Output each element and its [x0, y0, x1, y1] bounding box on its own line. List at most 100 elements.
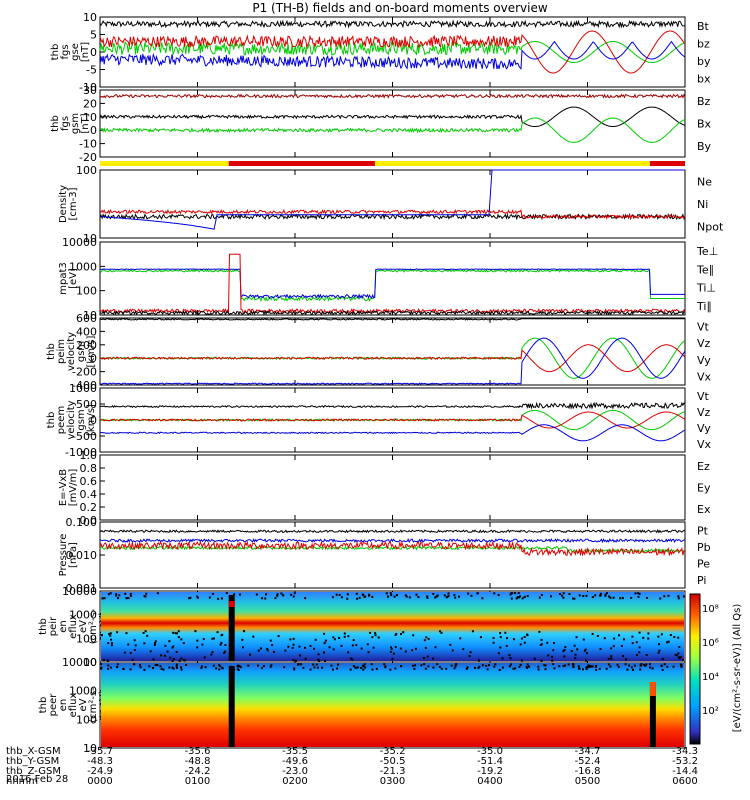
spectrogram-pixel: [103, 597, 106, 600]
spectrogram-pixel: [295, 659, 298, 662]
spectrogram-pixel: [218, 664, 221, 667]
spectrogram-pixel: [103, 659, 106, 662]
legend-entry-Vy: Vy: [697, 422, 711, 435]
spectrogram-pixel: [422, 657, 425, 660]
spectrogram-pixel: [669, 633, 672, 636]
spectrogram-pixel: [236, 665, 239, 668]
spectrogram-pixel: [609, 665, 612, 668]
y-axis-label: [km/s]: [86, 335, 97, 367]
spectrogram-pixel: [612, 645, 615, 648]
legend-entry-Pt: Pt: [697, 524, 709, 537]
spectrogram-pixel: [651, 667, 654, 670]
spectrogram-pixel: [321, 666, 324, 669]
spectrogram-pixel: [292, 595, 295, 598]
spectrogram-pixel: [392, 652, 395, 655]
spectrogram-pixel: [667, 640, 670, 643]
spectrogram-pixel: [356, 666, 359, 669]
spectrogram-pixel: [527, 665, 530, 668]
spectrogram-pixel: [562, 596, 565, 599]
spectrogram-pixel: [538, 596, 541, 599]
legend-entry-Ti∥: Ti∥: [696, 300, 712, 313]
spectrogram-pixel: [680, 664, 683, 667]
spectrogram-pixel: [153, 643, 156, 646]
spectrogram-pixel: [224, 644, 227, 647]
spectrogram-pixel: [118, 594, 121, 597]
spectrogram-pixel: [363, 663, 366, 666]
ephemeris-row-label: thb_Z-GSM: [6, 766, 61, 777]
spectrogram-pixel: [604, 594, 607, 597]
spectrogram-pixel: [340, 596, 343, 599]
spectrogram-pixel: [477, 667, 480, 670]
spectrogram-pixel: [575, 636, 578, 639]
spectrogram-pixel: [633, 664, 636, 667]
spectrogram-pixel: [638, 592, 641, 595]
spectrogram-pixel: [355, 592, 358, 595]
y-axis-label: [nT]: [80, 113, 91, 133]
spectrogram-pixel: [216, 631, 219, 634]
spectrogram-pixel: [394, 634, 397, 637]
spectrogram-pixel: [621, 654, 624, 657]
spectrogram-pixel: [144, 630, 147, 633]
spectrogram-pixel: [160, 667, 163, 670]
spectrogram-pixel: [346, 597, 349, 600]
spectrogram-pixel: [154, 640, 157, 643]
spectrogram-pixel: [361, 664, 364, 667]
legend-entry-Pe: Pe: [697, 557, 710, 570]
spectrogram-pixel: [631, 635, 634, 638]
y-tick-label: 1.0: [80, 449, 98, 462]
spectrogram-pixel: [423, 663, 426, 666]
spectrogram-pixel: [371, 668, 374, 671]
spectrogram-pixel: [486, 668, 489, 671]
spectrogram-pixel: [533, 657, 536, 660]
series-line-Bz: [99, 93, 686, 99]
spectrogram-pixel: [499, 646, 502, 649]
spectrogram-pixel: [459, 637, 462, 640]
spectrogram-pixel: [667, 594, 670, 597]
spectrogram-pixel: [265, 593, 268, 596]
ephemeris-value: -35.2: [380, 746, 406, 757]
spectrogram-pixel: [127, 597, 130, 600]
spectrogram-pixel: [389, 650, 392, 653]
spectrogram-pixel: [677, 656, 680, 659]
spectrogram-pixel: [178, 659, 181, 662]
spectrogram-pixel: [415, 593, 418, 596]
spectrogram-pixel: [336, 667, 339, 670]
spectrogram-pixel: [581, 668, 584, 671]
spectrogram-pixel: [609, 596, 612, 599]
spectrogram-pixel: [313, 666, 316, 669]
spectrogram-pixel: [355, 644, 358, 647]
spectrogram-pixel: [200, 667, 203, 670]
spectrogram-pixel: [354, 666, 357, 669]
y-tick-label: 0: [90, 46, 97, 59]
spectrogram-pixel: [179, 666, 182, 669]
spectrogram-pixel: [497, 594, 500, 597]
spectrogram-pixel: [568, 593, 571, 596]
colorbar-tick-label: 10⁴: [702, 672, 719, 683]
spectrogram-pixel: [549, 595, 552, 598]
status-bar-segment: [100, 161, 229, 166]
spectrogram-pixel: [154, 663, 157, 666]
spectrogram-pixel: [438, 665, 441, 668]
spectrogram-pixel: [585, 652, 588, 655]
series-line-Vx: [99, 424, 686, 442]
spectrogram-pixel: [424, 667, 427, 670]
spectrogram-pixel: [247, 664, 250, 667]
spectrogram-pixel: [426, 595, 429, 598]
y-axis-label: Pressure: [58, 534, 69, 577]
spectrogram-pixel: [148, 665, 151, 668]
spectrogram-pixel: [443, 594, 446, 597]
spectrogram-pixel: [372, 646, 375, 649]
spectrogram-pixel: [356, 597, 359, 600]
legend-entry-by: by: [697, 55, 711, 68]
spectrogram-pixel: [506, 637, 509, 640]
spectrogram-pixel: [523, 595, 526, 598]
spectrogram-pixel: [116, 665, 119, 668]
spectrogram-pixel: [526, 594, 529, 597]
spectrogram-pixel: [526, 634, 529, 637]
y-tick-label: 10: [83, 111, 97, 124]
spectrogram-pixel: [394, 667, 397, 670]
spectrogram-pixel: [389, 592, 392, 595]
spectrogram-pixel: [481, 597, 484, 600]
legend-entry-Vz: Vz: [697, 406, 711, 419]
spectrogram-pixel: [162, 668, 165, 671]
